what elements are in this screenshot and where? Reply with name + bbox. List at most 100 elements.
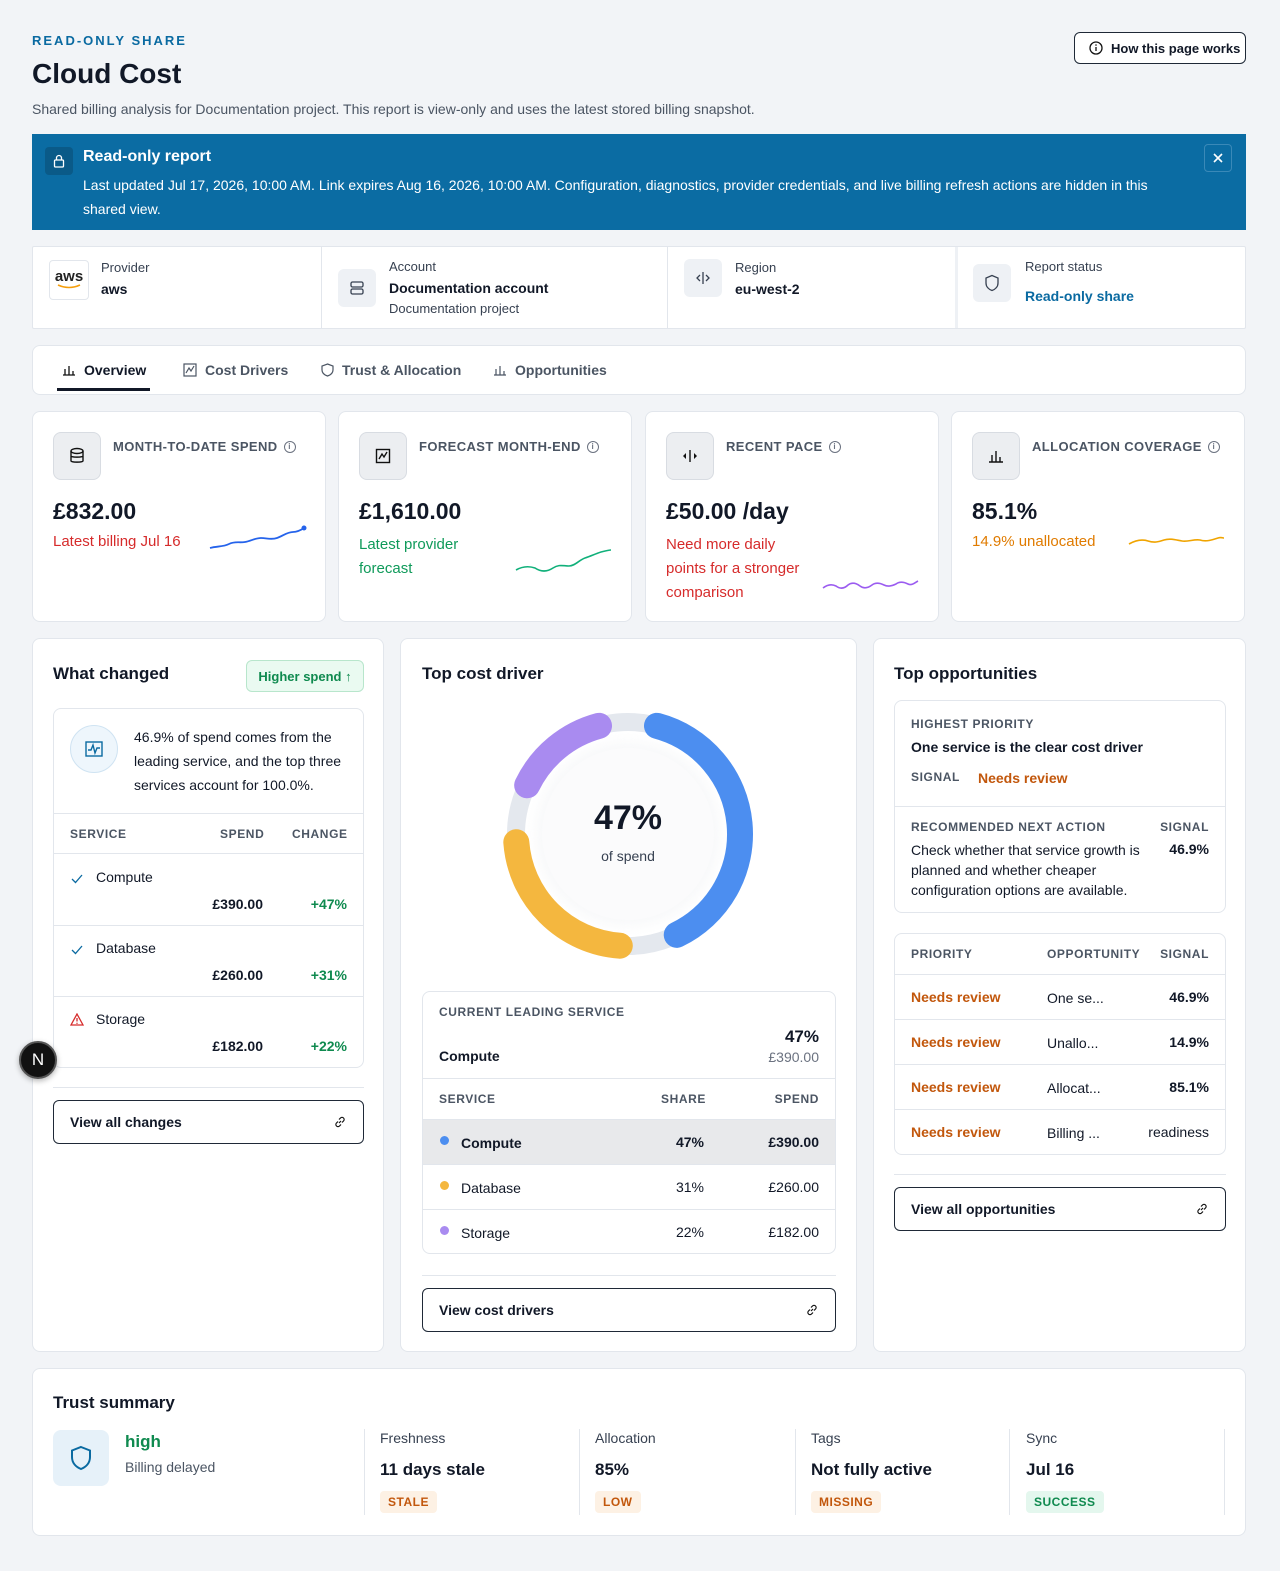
trust-level-sub: Billing delayed bbox=[125, 1459, 216, 1475]
col-header-share: SHARE bbox=[661, 1092, 707, 1106]
section-title: Trust summary bbox=[53, 1393, 175, 1412]
table-row[interactable]: Compute £390.00 +47% bbox=[54, 854, 363, 925]
table-row[interactable]: Database £260.00 +31% bbox=[54, 926, 363, 996]
provider-value: aws bbox=[101, 281, 128, 297]
service-name: Storage bbox=[96, 1011, 146, 1027]
donut-center-value: 47% bbox=[593, 799, 663, 837]
table-row[interactable]: Database 31% £260.00 bbox=[423, 1165, 835, 1209]
kpi-label: FORECAST MONTH-END i bbox=[419, 439, 599, 454]
section-title: Top opportunities bbox=[894, 664, 1038, 683]
info-icon bbox=[1089, 41, 1103, 55]
sparkline bbox=[515, 549, 612, 572]
trust-summary-card: Trust summary high Billing delayed Fresh… bbox=[32, 1368, 1246, 1536]
sparkline bbox=[209, 525, 307, 549]
row-signal: 46.9% bbox=[1169, 989, 1209, 1005]
tab-trust-allocation[interactable]: Trust & Allocation bbox=[321, 362, 461, 378]
service-name: Compute bbox=[461, 1135, 522, 1151]
info-icon: i bbox=[1207, 440, 1220, 453]
table-row[interactable]: Needs review Unallo... 14.9% bbox=[895, 1020, 1225, 1064]
changes-panel: 46.9% of spend comes from the leading se… bbox=[53, 708, 364, 1068]
check-icon bbox=[71, 874, 83, 884]
view-all-changes-button[interactable]: View all changes bbox=[53, 1100, 364, 1144]
legend-dot bbox=[440, 1136, 449, 1145]
leading-service: Compute bbox=[439, 1048, 500, 1064]
close-banner-button[interactable] bbox=[1204, 144, 1232, 172]
link-icon bbox=[807, 1304, 817, 1316]
table-row[interactable]: Needs review Billing ... readiness bbox=[895, 1110, 1225, 1154]
row-opportunity: Billing ... bbox=[1047, 1125, 1100, 1141]
tab-overview[interactable]: Overview bbox=[62, 362, 146, 378]
region-icon bbox=[684, 259, 722, 297]
col-header-service: SERVICE bbox=[70, 827, 127, 841]
next-action-text: Check whether that service growth is pla… bbox=[911, 842, 1140, 898]
table-row[interactable]: Needs review One se... 46.9% bbox=[895, 975, 1225, 1019]
view-cost-drivers-button[interactable]: View cost drivers bbox=[422, 1288, 836, 1332]
row-priority: Needs review bbox=[911, 1124, 1001, 1140]
tab-opportunities[interactable]: Opportunities bbox=[493, 362, 607, 378]
kpi-note: 14.9% unallocated bbox=[972, 533, 1096, 550]
changes-summary: 46.9% of spend comes from the leading se… bbox=[134, 729, 342, 793]
next-signal-value: 46.9% bbox=[1169, 841, 1209, 857]
region-value: eu-west-2 bbox=[735, 281, 800, 297]
service-share: 47% bbox=[675, 1134, 704, 1150]
status-value: Read-only share bbox=[1025, 288, 1134, 304]
trust-item-allocation: Allocation 85% bbox=[595, 1430, 656, 1479]
how-page-works-button[interactable]: How this page works bbox=[1074, 32, 1246, 64]
table-row[interactable]: Compute 47% £390.00 bbox=[423, 1120, 835, 1164]
table-row[interactable]: Needs review Allocat... 85.1% bbox=[895, 1065, 1225, 1109]
top-opportunities-card: Top opportunities HIGHEST PRIORITY One s… bbox=[873, 638, 1246, 1352]
next-signal-label: SIGNAL bbox=[1160, 820, 1209, 834]
bar-chart-icon bbox=[63, 366, 75, 376]
chart-box-icon bbox=[183, 363, 197, 377]
row-opportunity: Allocat... bbox=[1047, 1080, 1101, 1096]
trust-item-tags: Tags Not fully active bbox=[811, 1430, 932, 1479]
region-label: Region bbox=[735, 260, 777, 275]
bar-chart-icon bbox=[494, 366, 506, 376]
next-action-label: RECOMMENDED NEXT ACTION bbox=[911, 820, 1106, 834]
leading-pct: 47% bbox=[784, 1027, 819, 1046]
trust-item-sync: Sync Jul 16 bbox=[1026, 1430, 1075, 1479]
opportunities-table: PRIORITY OPPORTUNITY SIGNAL Needs review… bbox=[894, 933, 1226, 1155]
service-spend: £390.00 bbox=[768, 1134, 819, 1150]
view-all-opportunities-button[interactable]: View all opportunities bbox=[894, 1187, 1226, 1231]
link-icon bbox=[335, 1116, 345, 1128]
sparkline bbox=[1128, 536, 1225, 545]
col-header-opportunity: OPPORTUNITY bbox=[1047, 947, 1141, 961]
donut-center-label: of spend bbox=[601, 848, 655, 864]
service-spend: £260.00 bbox=[768, 1179, 819, 1195]
status-badge: MISSING bbox=[811, 1491, 882, 1513]
col-header-service: SERVICE bbox=[439, 1092, 496, 1106]
info-icon: i bbox=[586, 440, 599, 453]
tab-active-indicator bbox=[57, 388, 150, 391]
how-page-works-label: How this page works bbox=[1111, 40, 1241, 56]
lock-icon bbox=[45, 147, 73, 175]
info-icon: i bbox=[828, 440, 841, 453]
what-changed-card: What changed Higher spend ↑ 46.9% of spe… bbox=[32, 638, 384, 1352]
tab-cost-drivers[interactable]: Cost Drivers bbox=[183, 362, 288, 378]
leading-spend: £390.00 bbox=[768, 1049, 819, 1065]
donut-slice-storage bbox=[514, 712, 613, 799]
table-row[interactable]: Storage 22% £182.00 bbox=[423, 1210, 835, 1253]
floating-avatar-button[interactable]: N bbox=[19, 1041, 57, 1079]
aws-logo: aws bbox=[49, 260, 89, 300]
status-badge: LOW bbox=[595, 1491, 641, 1513]
donut-slice-database bbox=[503, 829, 633, 959]
col-header-spend: SPEND bbox=[220, 827, 265, 841]
service-share: 22% bbox=[675, 1224, 704, 1240]
service-change: +22% bbox=[310, 1038, 347, 1054]
kpi-value: 85.1% bbox=[972, 498, 1038, 524]
status-label: Report status bbox=[1025, 259, 1103, 274]
leading-label: CURRENT LEADING SERVICE bbox=[439, 1005, 625, 1019]
legend-dot bbox=[440, 1181, 449, 1190]
section-title: What changed bbox=[53, 664, 170, 683]
signal-value: Needs review bbox=[978, 770, 1068, 786]
kpi-card-mtd: MONTH-TO-DATE SPEND i £832.00 Latest bill… bbox=[32, 411, 326, 622]
server-icon bbox=[338, 269, 376, 307]
driver-panel: CURRENT LEADING SERVICE Compute 47% £390… bbox=[422, 991, 836, 1254]
table-row[interactable]: Storage £182.00 +22% bbox=[54, 997, 363, 1067]
page-subtitle: Shared billing analysis for Documentatio… bbox=[32, 101, 755, 117]
row-priority: Needs review bbox=[911, 1079, 1001, 1095]
shield-icon bbox=[973, 264, 1011, 302]
row-priority: Needs review bbox=[911, 1034, 1001, 1050]
info-strip: aws Provider aws Account Documentation a… bbox=[32, 246, 1246, 329]
